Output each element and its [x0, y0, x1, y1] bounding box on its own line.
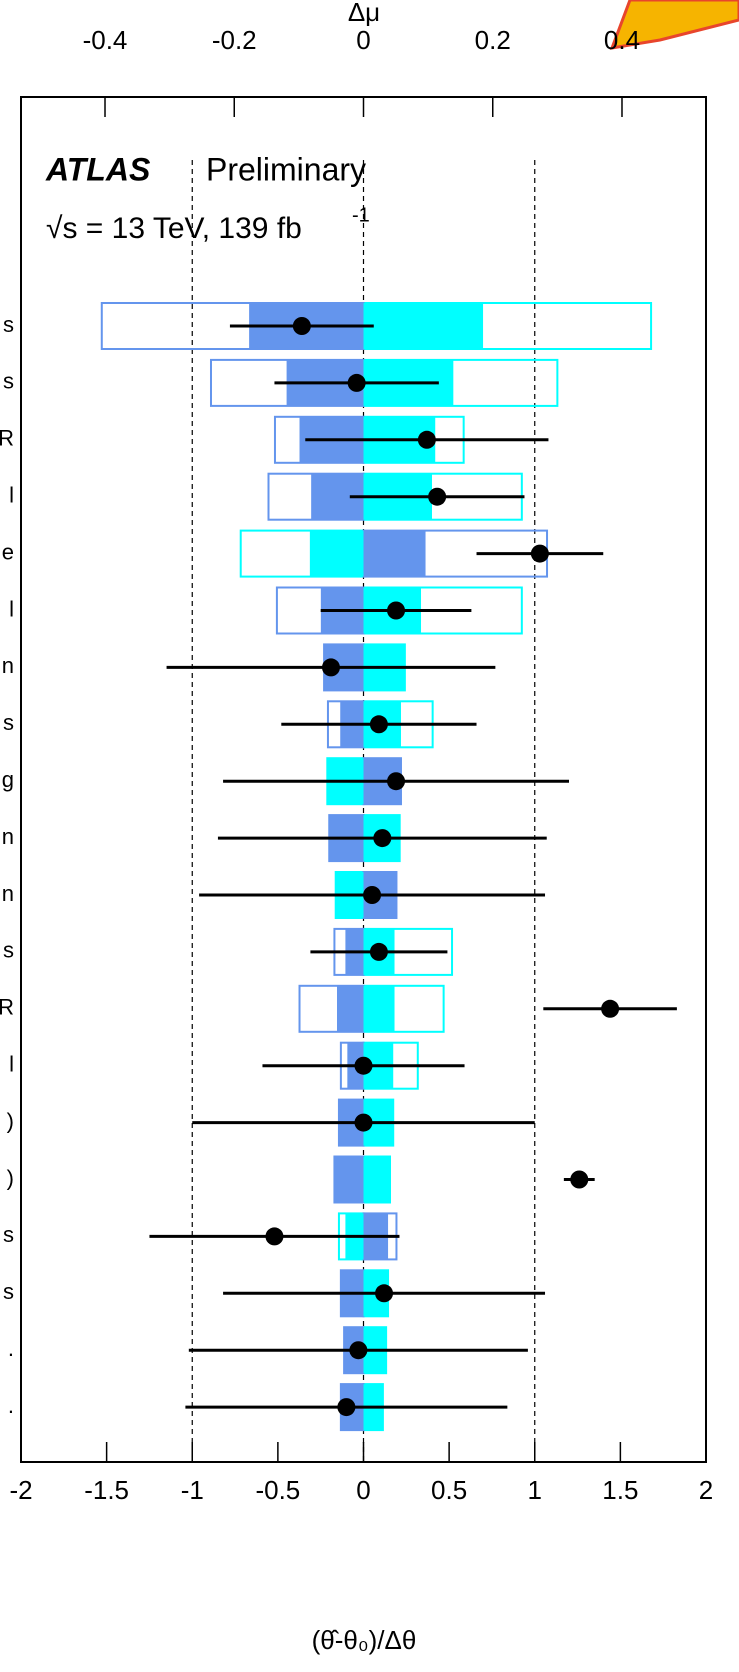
category-label: s — [3, 312, 14, 337]
lumi-exponent: -1 — [352, 204, 370, 226]
x-tick-label: 0.5 — [431, 1475, 467, 1505]
x-axis-title: (θ̂-θ₀)/Δθ — [312, 1625, 417, 1655]
x2-tick-label: 0.4 — [604, 25, 640, 55]
category-label: n — [2, 881, 14, 906]
chart: Δμ (θ̂-θ₀)/Δθ ATLAS Preliminary √s = 13 … — [0, 0, 739, 1672]
pull-point — [355, 1057, 373, 1075]
postfit-impact — [364, 986, 395, 1032]
category-label: . — [8, 1393, 14, 1418]
pull-point — [363, 886, 381, 904]
postfit-impact — [310, 531, 364, 577]
postfit-impact — [334, 1157, 363, 1203]
category-label: l — [9, 596, 14, 621]
x-tick-label: 1 — [528, 1475, 542, 1505]
postfit-impact — [337, 986, 363, 1032]
category-label: l — [9, 483, 14, 508]
pull-point — [570, 1171, 588, 1189]
pull-point — [375, 1284, 393, 1302]
category-label: l — [9, 1052, 14, 1077]
category-label: . — [8, 1336, 14, 1361]
pull-point — [293, 317, 311, 335]
x2-tick-label: -0.2 — [212, 25, 257, 55]
x-tick-label: -1.5 — [84, 1475, 129, 1505]
postfit-impact — [364, 1157, 390, 1203]
plot-area: -2 -1.5 -1 -0.5 0 0.5 1 1.5 2 -0.4 -0.2 0 0.2 0.4 s s Rl… — [0, 25, 713, 1505]
pull-point — [370, 715, 388, 733]
pull-point — [355, 1114, 373, 1132]
category-label: s — [3, 369, 14, 394]
category-label: e — [2, 539, 14, 564]
x2-tick-label: 0 — [356, 25, 370, 55]
category-label: s — [3, 710, 14, 735]
pull-point — [370, 943, 388, 961]
pull-point — [387, 772, 405, 790]
pull-point — [322, 658, 340, 676]
x-tick-label: -0.5 — [255, 1475, 300, 1505]
postfit-impact — [364, 303, 484, 349]
x-tick-label: 1.5 — [602, 1475, 638, 1505]
category-label: s — [3, 1222, 14, 1247]
category-label: R — [0, 426, 14, 451]
pull-point — [601, 1000, 619, 1018]
pull-point — [373, 829, 391, 847]
pull-point — [428, 488, 446, 506]
pull-point — [349, 1341, 367, 1359]
x-tick-label: -2 — [9, 1475, 32, 1505]
category-label: n — [2, 653, 14, 678]
x-tick-label: -1 — [181, 1475, 204, 1505]
x2-tick-label: 0.2 — [475, 25, 511, 55]
pull-point — [337, 1398, 355, 1416]
category-label: R — [0, 995, 14, 1020]
category-label: s — [3, 1279, 14, 1304]
experiment-label: ATLAS — [45, 151, 151, 187]
category-label: ) — [7, 1108, 14, 1133]
energy-label: √s = 13 TeV, 139 fb — [46, 212, 302, 245]
postfit-impact — [364, 531, 426, 577]
x-tick-label: 2 — [699, 1475, 713, 1505]
pull-point — [531, 545, 549, 563]
pull-point — [387, 602, 405, 620]
pull-point — [348, 374, 366, 392]
x2-tick-label: -0.4 — [83, 25, 128, 55]
category-label: n — [2, 824, 14, 849]
category-label: ) — [7, 1165, 14, 1190]
category-label: s — [3, 938, 14, 963]
pull-point — [265, 1227, 283, 1245]
category-label: g — [2, 767, 14, 792]
pull-point — [418, 431, 436, 449]
x-tick-label: 0 — [356, 1475, 370, 1505]
status-label: Preliminary — [206, 151, 366, 187]
top-axis-title: Δμ — [348, 0, 380, 27]
